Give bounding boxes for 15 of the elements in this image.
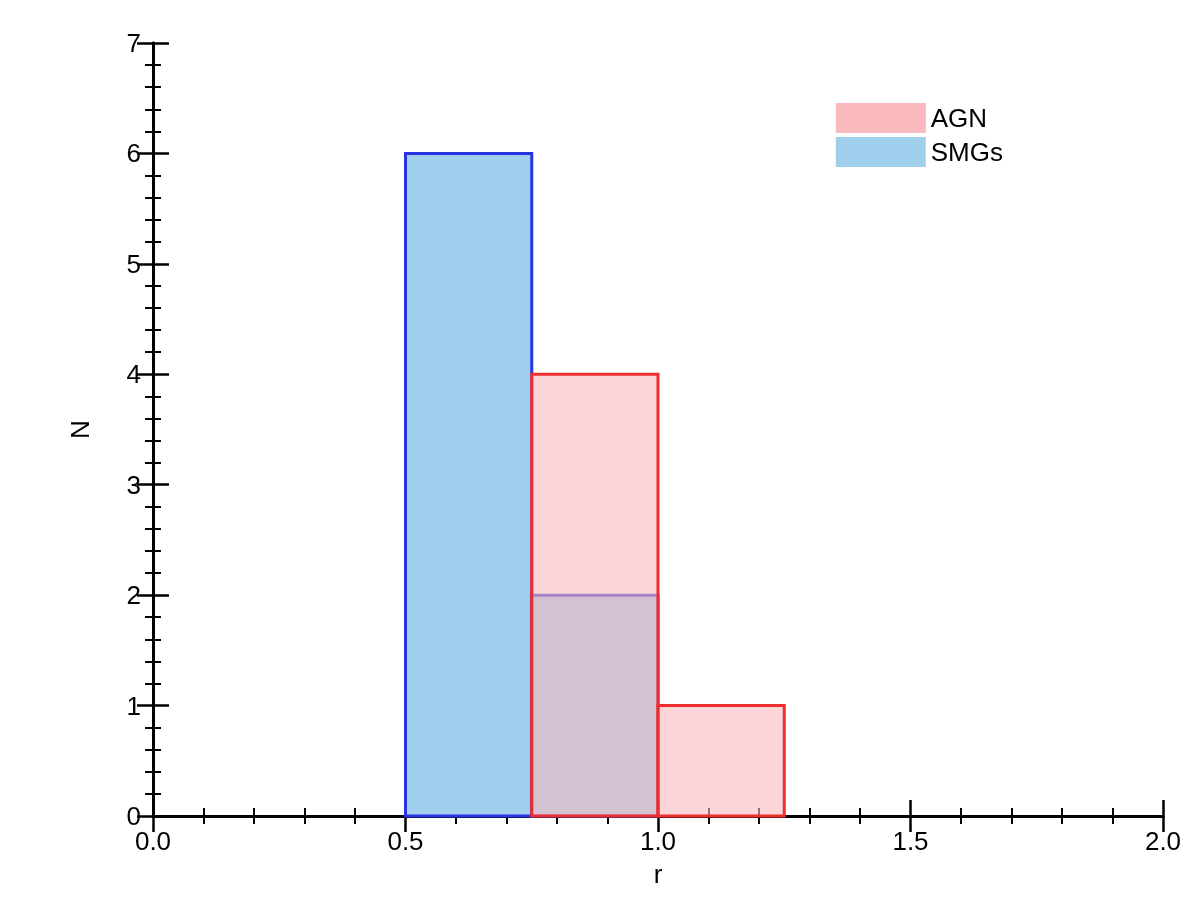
x-tick-label: 1.0 [639,826,677,856]
x-tick-label: 0.5 [387,826,424,856]
legend-label: SMGs [930,137,1004,167]
x-tick-label: 1.5 [892,826,929,856]
y-tick-label: 3 [126,469,141,500]
y-tick-label: 2 [126,580,141,611]
legend-label: AGN [930,103,988,133]
x-tick-label: 2.0 [1144,826,1182,856]
y-tick-label: 6 [126,138,141,169]
y-tick-label: 7 [126,28,141,58]
y-tick-label: 5 [126,248,141,279]
y-tick-label: 4 [126,359,141,390]
y-axis-title: N [65,420,95,439]
y-tick-label: 1 [126,690,141,721]
x-axis-title: r [653,859,663,889]
